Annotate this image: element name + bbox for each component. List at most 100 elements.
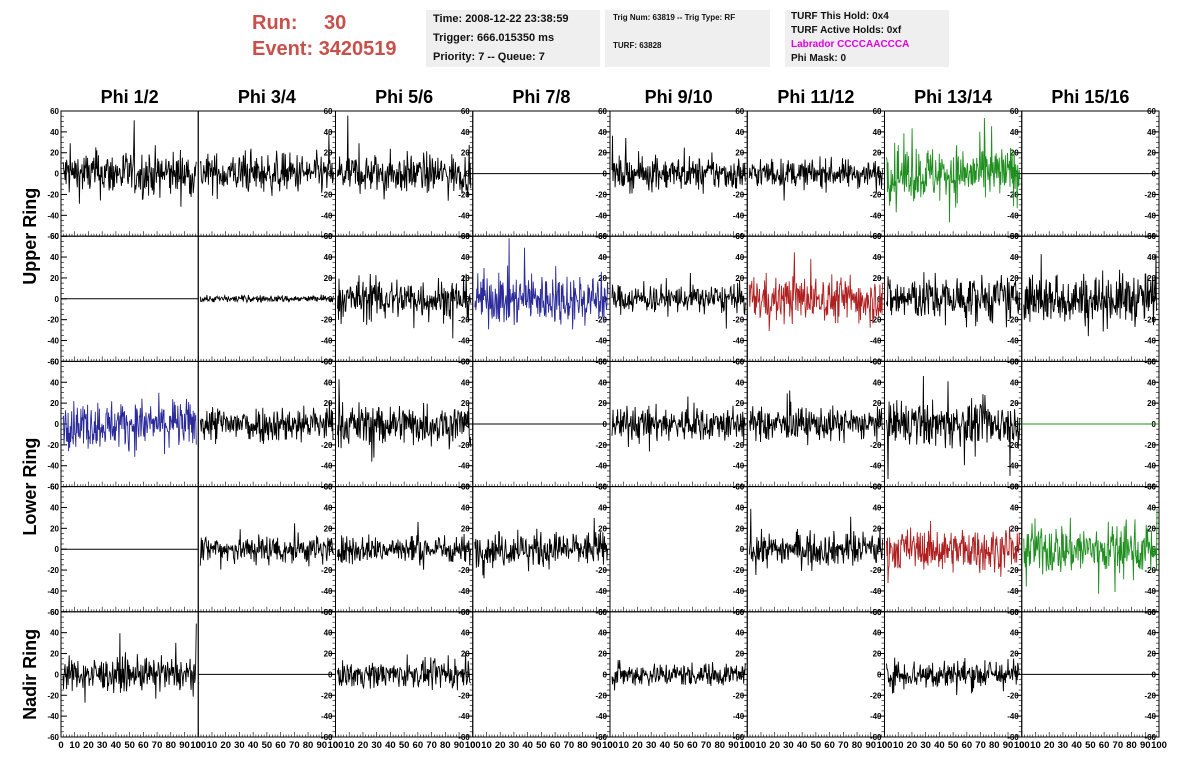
y-tick-label: -40: [1007, 712, 1019, 721]
y-tick-label: -40: [458, 587, 470, 596]
x-tick-label: 50: [124, 740, 135, 751]
y-tick-label: 0: [740, 670, 745, 679]
y-tick-label: 20: [324, 650, 333, 659]
turf-info-box: TURF This Hold: 0x4 TURF Active Holds: 0…: [785, 10, 949, 67]
x-tick-label: 50: [536, 740, 547, 751]
waveform-trace: [62, 120, 197, 207]
y-tick-label: 20: [873, 524, 882, 533]
x-tick-label: 40: [111, 740, 122, 751]
y-tick-label: 40: [1147, 128, 1156, 137]
x-tick-label: 100: [1014, 740, 1030, 751]
y-tick-label: -20: [321, 190, 333, 199]
x-tick-label: 10: [618, 740, 629, 751]
y-tick-label: 40: [873, 629, 882, 638]
y-tick-label: 20: [1010, 650, 1019, 659]
y-tick-label: 20: [50, 149, 59, 158]
y-tick-label: -60: [47, 608, 59, 617]
y-tick-label: 40: [1147, 378, 1156, 387]
y-tick-label: -20: [321, 691, 333, 700]
y-tick-label: -40: [595, 587, 607, 596]
y-tick-label: -40: [47, 211, 59, 220]
y-tick-label: -60: [733, 608, 745, 617]
x-tick-label: 50: [262, 740, 273, 751]
y-tick-label: 60: [1010, 232, 1019, 241]
y-tick-label: 20: [1010, 524, 1019, 533]
waveform-trace: [62, 623, 197, 703]
row-label: Upper Ring: [20, 188, 40, 285]
y-tick-label: 60: [1010, 107, 1019, 116]
waveform-trace: [1023, 253, 1158, 337]
x-tick-label: 80: [577, 740, 588, 751]
y-tick-label: -40: [870, 587, 882, 596]
x-tick-label: 90: [865, 740, 876, 751]
y-tick-label: -20: [870, 316, 882, 325]
y-tick-label: 20: [1010, 399, 1019, 408]
y-tick-label: -40: [733, 712, 745, 721]
waveform-trace: [474, 238, 609, 330]
x-tick-label: 10: [1030, 740, 1041, 751]
y-tick-label: 60: [50, 608, 59, 617]
waveform-trace: [474, 517, 609, 579]
y-tick-label: 40: [50, 629, 59, 638]
x-tick-label: 70: [152, 740, 163, 751]
y-tick-label: -20: [870, 566, 882, 575]
y-tick-label: 40: [324, 253, 333, 262]
phi-mask-text: Phi Mask: 0: [791, 53, 847, 64]
event-label: Event:: [252, 38, 314, 60]
y-tick-label: -40: [733, 462, 745, 471]
y-tick-label: 60: [598, 107, 607, 116]
x-tick-label: 20: [83, 740, 94, 751]
y-tick-label: -40: [595, 337, 607, 346]
y-tick-label: 60: [1147, 232, 1156, 241]
y-tick-label: 40: [598, 503, 607, 512]
y-tick-label: -60: [733, 232, 745, 241]
y-tick-label: 60: [324, 608, 333, 617]
y-tick-label: 60: [50, 107, 59, 116]
y-tick-label: 60: [461, 107, 470, 116]
y-tick-label: -20: [733, 441, 745, 450]
y-tick-label: 20: [735, 149, 744, 158]
column-header: Phi 5/6: [375, 87, 433, 107]
y-tick-label: -40: [733, 587, 745, 596]
x-tick-label: 60: [138, 740, 149, 751]
time-info-box: Time: 2008-12-22 23:38:59 Trigger: 666.0…: [426, 10, 600, 67]
x-tick-label: 40: [660, 740, 671, 751]
y-tick-label: -20: [733, 316, 745, 325]
y-tick-label: 0: [55, 670, 60, 679]
y-tick-label: -60: [321, 232, 333, 241]
waveform-trace: [886, 657, 1021, 696]
x-tick-label: 40: [248, 740, 259, 751]
y-tick-label: -40: [458, 211, 470, 220]
y-tick-label: -20: [47, 566, 59, 575]
y-tick-label: -20: [870, 691, 882, 700]
y-tick-label: -40: [47, 712, 59, 721]
y-tick-label: 0: [740, 545, 745, 554]
x-tick-label: 0: [333, 740, 338, 751]
y-tick-label: 60: [598, 608, 607, 617]
x-tick-label: 10: [481, 740, 492, 751]
panel-frame: [472, 611, 611, 738]
y-tick-label: -20: [458, 566, 470, 575]
y-tick-label: 20: [461, 274, 470, 283]
waveform-trace: [886, 117, 1021, 223]
y-tick-label: 0: [877, 420, 882, 429]
y-tick-label: 60: [735, 608, 744, 617]
y-tick-label: -40: [870, 712, 882, 721]
y-tick-label: 40: [50, 253, 59, 262]
x-tick-label: 30: [234, 740, 245, 751]
x-tick-label: 100: [190, 740, 206, 751]
y-tick-label: 20: [873, 650, 882, 659]
waveform-trace: [199, 401, 334, 445]
x-tick-label: 20: [358, 740, 369, 751]
x-tick-label: 10: [893, 740, 904, 751]
x-tick-label: 20: [907, 740, 918, 751]
x-tick-label: 100: [739, 740, 755, 751]
column-header: Phi 11/12: [777, 87, 854, 107]
y-tick-label: -60: [47, 733, 59, 742]
x-tick-label: 40: [385, 740, 396, 751]
y-tick-label: -40: [595, 211, 607, 220]
y-tick-label: -40: [458, 712, 470, 721]
waveform-trace: [748, 508, 883, 576]
column-header: Phi 15/16: [1051, 87, 1129, 107]
